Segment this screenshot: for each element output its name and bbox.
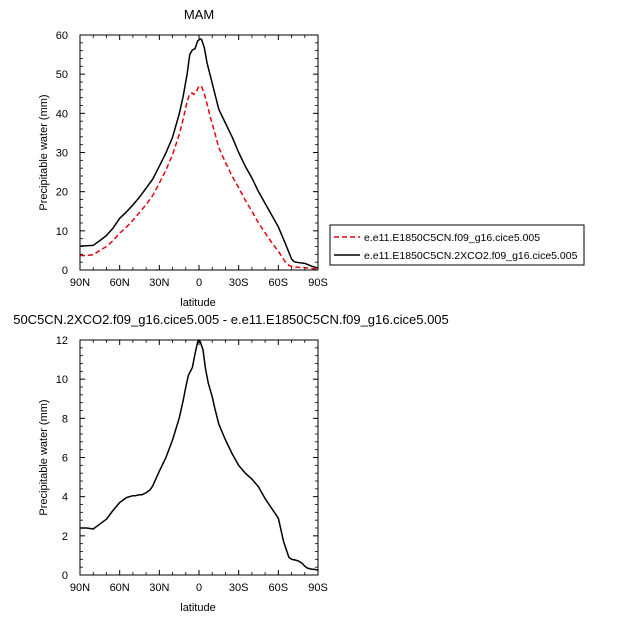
legend-label-2: e.e11.E1850C5CN.2XCO2.f09_g16.cice5.005 [364, 250, 578, 262]
x-tick-label: 30S [229, 277, 249, 289]
series-line-2 [79, 38, 319, 269]
y-tick-label: 8 [62, 413, 68, 425]
y-tick-label: 0 [62, 570, 68, 582]
x-tick-label: 90S [308, 582, 328, 594]
chart-title: 50C5CN.2XCO2.f09_g16.cice5.005 - e.e11.E… [13, 312, 449, 327]
x-axis-title: latitude [180, 602, 215, 614]
y-tick-label: 60 [56, 30, 68, 42]
series-line-1 [80, 85, 319, 270]
chart-title: MAM [184, 7, 214, 22]
y-tick-label: 10 [56, 374, 68, 386]
x-tick-label: 0 [196, 277, 202, 289]
legend-box [329, 224, 585, 266]
y-tick-label: 10 [56, 226, 68, 238]
y-tick-label: 0 [62, 265, 68, 277]
x-tick-label: 0 [196, 582, 202, 594]
x-tick-label: 90N [70, 277, 90, 289]
y-tick-label: 4 [62, 492, 68, 504]
y-tick-label: 6 [62, 453, 68, 465]
y-tick-label: 50 [56, 69, 68, 81]
y-axis-title: Precipitable water (mm) [38, 399, 50, 515]
y-tick-label: 12 [56, 335, 68, 347]
x-tick-label: 60N [110, 582, 130, 594]
x-tick-label: 60S [269, 277, 289, 289]
y-axis-title: Precipitable water (mm) [38, 94, 50, 210]
y-tick-label: 30 [56, 148, 68, 160]
legend: e.e11.E1850C5CN.f09_g16.cice5.005 e.e11.E… [329, 224, 585, 266]
x-tick-label: 60S [269, 582, 289, 594]
series-line-1 [80, 339, 319, 571]
legend-label-1: e.e11.E1850C5CN.f09_g16.cice5.005 [364, 232, 540, 244]
x-tick-label: 90N [70, 582, 90, 594]
chart-panel-2: 50C5CN.2XCO2.f09_g16.cice5.005 - e.e11.E… [13, 312, 449, 614]
x-tick-label: 30S [229, 582, 249, 594]
plot-frame [79, 339, 319, 576]
chart-panel-1: MAM 90N 60N 30N 0 30S 60S 90S 0 10 20 30 40 50 60 latit… [38, 7, 328, 309]
x-tick-label: 30N [149, 582, 169, 594]
y-tick-label: 20 [56, 187, 68, 199]
x-tick-label: 60N [110, 277, 130, 289]
y-tick-label: 2 [62, 531, 68, 543]
x-axis-title: latitude [180, 297, 215, 309]
y-tick-label: 40 [56, 108, 68, 120]
x-tick-label: 90S [308, 277, 328, 289]
x-tick-label: 30N [149, 277, 169, 289]
